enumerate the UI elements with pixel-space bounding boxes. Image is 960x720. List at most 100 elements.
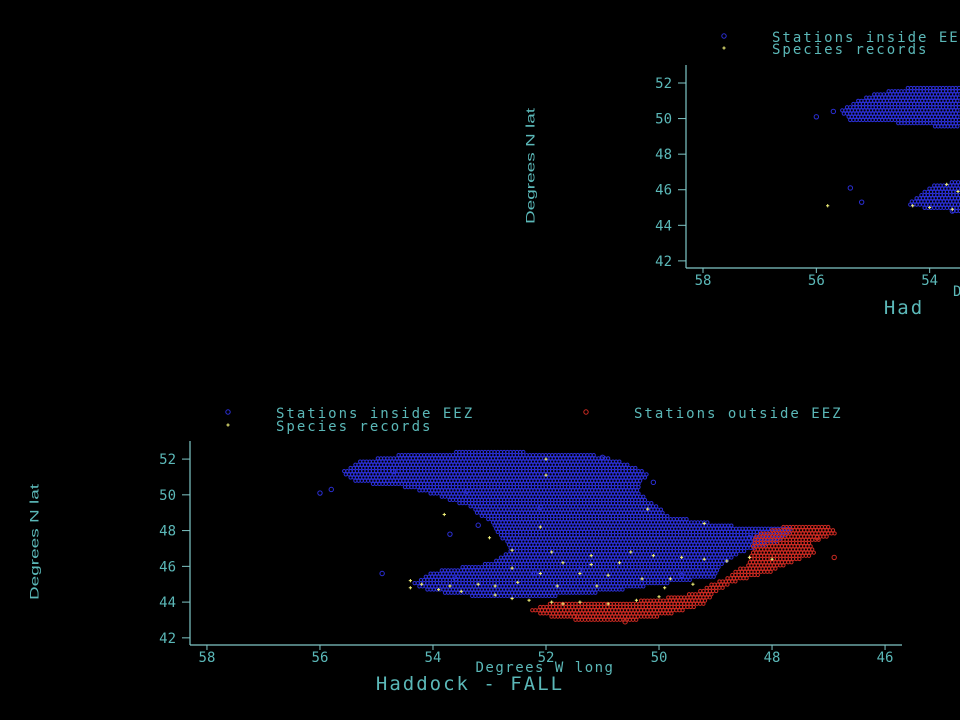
species-record-marker: [408, 586, 412, 590]
station-marker: [634, 488, 640, 493]
station-marker: [725, 582, 730, 587]
station-marker: [742, 549, 747, 554]
species-record-marker: [911, 204, 915, 208]
station-marker: [956, 121, 960, 126]
station-marker: [531, 570, 538, 577]
station-marker: [744, 576, 749, 581]
station-marker: [665, 581, 670, 586]
x-tick-label: 48: [764, 650, 781, 666]
station-marker: [591, 453, 596, 458]
species-record-marker: [408, 579, 412, 583]
species-record-marker: [606, 602, 610, 606]
station-marker: [642, 475, 648, 480]
station-marker: [654, 504, 659, 509]
species-record-marker: [956, 189, 960, 194]
station-marker: [711, 574, 716, 579]
species-record-marker: [589, 554, 593, 558]
station-marker: [719, 561, 724, 567]
species-record-marker: [629, 550, 633, 554]
station-marker: [716, 565, 721, 570]
station-marker: [644, 472, 649, 477]
station-marker: [826, 524, 831, 530]
species-record-marker: [448, 584, 452, 588]
station-marker: [636, 491, 641, 496]
species-record-marker: [950, 207, 954, 211]
station-marker: [452, 576, 459, 582]
species-record-marker: [510, 548, 514, 552]
species-record-marker: [527, 598, 531, 602]
station-marker: [707, 595, 712, 600]
species-record-marker: [544, 473, 548, 477]
series-stations-inside-ee: [813, 85, 960, 214]
station-marker: [830, 108, 837, 115]
legend-station-marker: [721, 33, 727, 39]
station-marker: [789, 560, 794, 565]
station-marker: [658, 507, 664, 512]
series-species-records: [408, 457, 774, 606]
station-marker: [638, 478, 643, 483]
x-tick-label: 54: [921, 273, 938, 289]
station-marker: [729, 523, 734, 528]
legend-species-marker: [722, 46, 726, 50]
legend-label: Stations inside EEZ: [276, 406, 474, 422]
station-marker: [650, 479, 657, 486]
y-tick-label: 50: [655, 112, 672, 128]
x-tick-label: 54: [425, 650, 442, 666]
station-marker: [956, 95, 960, 100]
series-species-records: [826, 182, 960, 211]
station-marker: [641, 494, 646, 499]
station-marker: [832, 531, 837, 536]
station-marker: [669, 611, 674, 616]
species-record-marker: [945, 182, 949, 186]
species-record-marker: [640, 577, 644, 581]
x-tick-label: 56: [312, 650, 329, 666]
species-record-marker: [702, 557, 706, 561]
y-tick-label: 46: [655, 183, 672, 199]
species-record-marker: [442, 512, 446, 517]
species-record-marker: [617, 561, 622, 565]
station-marker: [622, 619, 628, 625]
station-marker: [955, 114, 960, 119]
station-marker: [768, 569, 773, 574]
station-marker: [684, 517, 689, 522]
y-tick-label: 46: [159, 559, 176, 575]
station-marker: [654, 614, 660, 619]
x-tick-label: 52: [538, 650, 555, 666]
species-record-marker: [437, 587, 441, 592]
legend: Stations inside EEZ Stations outside EEZ S…: [225, 406, 843, 435]
station-marker: [379, 570, 385, 577]
station-marker: [636, 485, 641, 490]
station-marker: [606, 456, 611, 461]
station-marker: [808, 544, 813, 549]
x-tick-label: 58: [199, 650, 216, 666]
station-marker: [714, 588, 719, 594]
station-marker: [955, 92, 960, 97]
species-record-marker: [510, 596, 514, 601]
legend-label: Species records: [276, 419, 432, 435]
species-record-marker: [702, 521, 706, 526]
species-record-marker: [544, 457, 548, 461]
species-record-marker: [691, 582, 695, 586]
station-marker: [328, 486, 334, 493]
y-tick-label: 50: [159, 488, 176, 504]
station-marker: [806, 553, 812, 558]
station-marker: [956, 196, 960, 201]
legend-label: Stations outside EEZ: [634, 406, 843, 422]
series-stations-inside-eez: [317, 449, 793, 599]
station-marker: [714, 568, 720, 573]
y-tick-label: 44: [655, 218, 672, 234]
species-record-marker: [668, 577, 672, 581]
station-marker: [687, 577, 692, 583]
station-marker: [660, 510, 665, 515]
series-stations-outside-eez: [530, 524, 837, 625]
station-marker: [680, 608, 685, 613]
station-marker: [447, 531, 453, 537]
species-record-marker: [589, 562, 593, 567]
species-record-marker: [578, 600, 582, 604]
station-marker: [814, 535, 820, 541]
species-record-marker: [510, 566, 514, 570]
x-axis-label: Degrees W long: [475, 660, 614, 676]
station-marker: [571, 613, 577, 620]
station-marker: [956, 89, 960, 94]
